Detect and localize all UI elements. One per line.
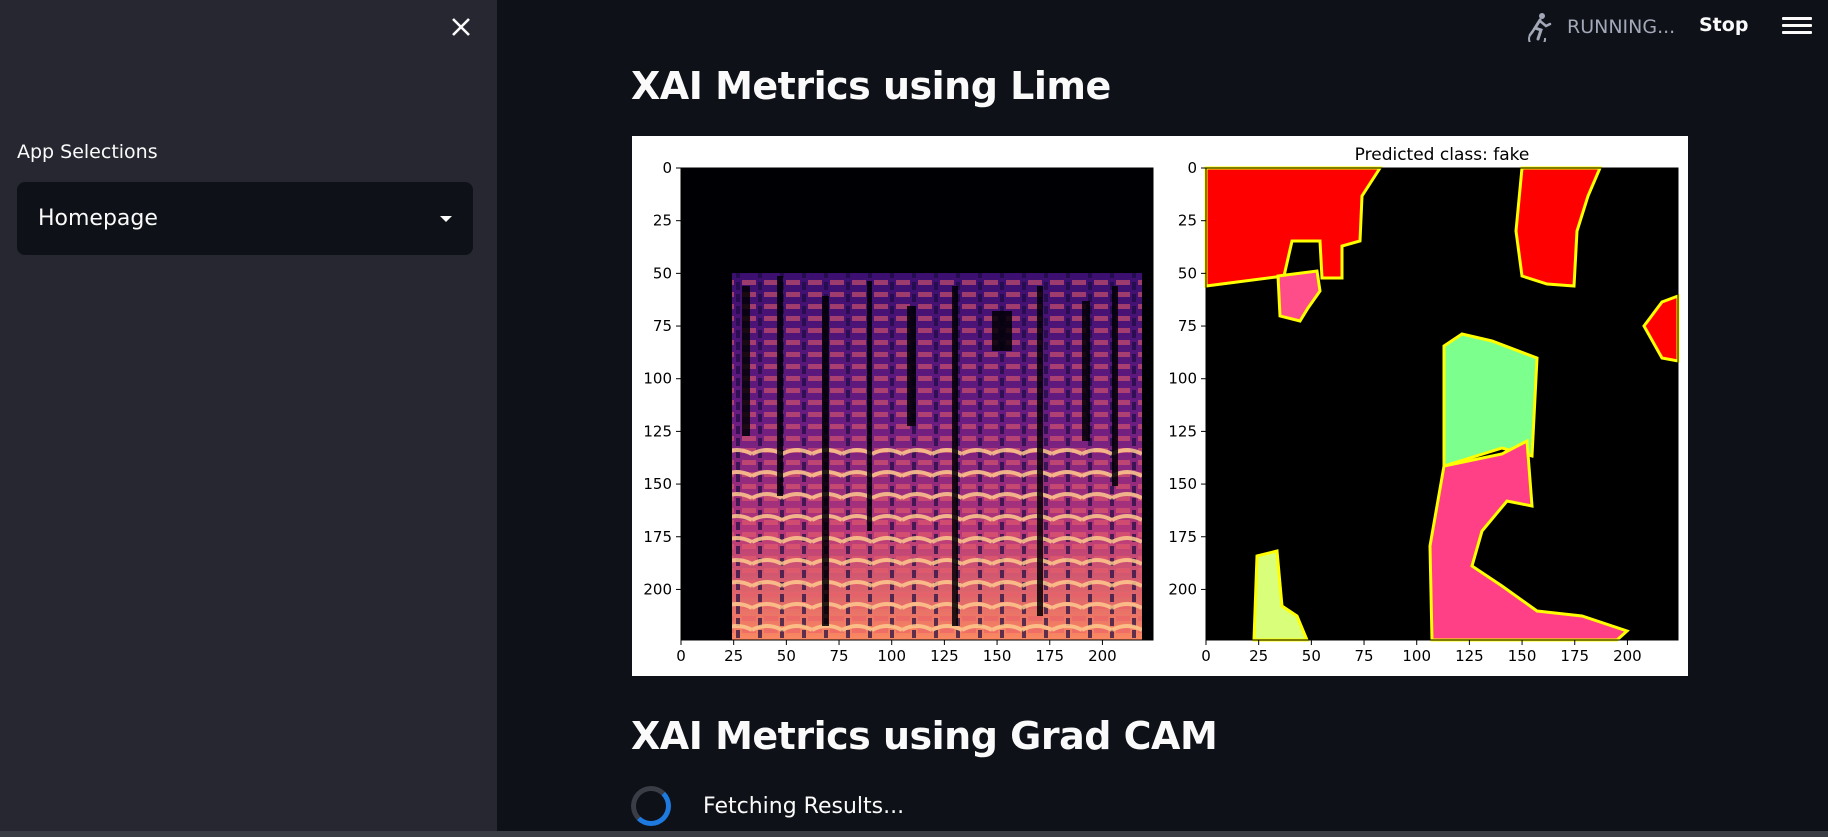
y-tick-label: 50: [1178, 264, 1197, 282]
x-tick-label: 125: [1455, 647, 1484, 665]
loading-text: Fetching Results...: [703, 793, 905, 819]
x-tick-label: 75: [829, 647, 848, 665]
lime-figure: Predicted class: fake 0 25 50 75 100 125 150 17…: [632, 136, 1688, 676]
stop-button[interactable]: Stop: [1699, 14, 1749, 36]
app-select-dropdown[interactable]: Homepage: [17, 182, 473, 255]
page-title: XAI Metrics using Lime: [631, 64, 1111, 108]
x-tick-label: 0: [1201, 647, 1211, 665]
x-tick-label: 25: [724, 647, 743, 665]
lime-chart: Predicted class: fake 0 25 50 75 100 125 150 17…: [643, 145, 1680, 665]
y-tick-label: 200: [1168, 580, 1197, 598]
status-text: RUNNING...: [1567, 16, 1676, 38]
sidebar-section-label: App Selections: [17, 141, 158, 163]
y-tick-label: 100: [643, 370, 672, 388]
sidebar: App Selections Homepage: [0, 0, 497, 837]
y-tick-label: 75: [653, 317, 672, 335]
y-tick-label: 200: [643, 580, 672, 598]
x-tick-label: 25: [1249, 647, 1268, 665]
bottom-scrollbar: [0, 831, 1828, 837]
close-icon[interactable]: [446, 12, 476, 42]
x-tick-label: 100: [1402, 647, 1431, 665]
y-tick-label: 175: [643, 528, 672, 546]
x-tick-label: 150: [983, 647, 1012, 665]
x-tick-label: 50: [1302, 647, 1321, 665]
x-tick-label: 100: [877, 647, 906, 665]
left-axis-ticks: 0 25 50 75 100 125 150 175 200 0 25 50 75 100 125 150 17…: [643, 159, 1116, 665]
y-tick-label: 25: [1178, 212, 1197, 230]
y-tick-label: 75: [1178, 317, 1197, 335]
x-tick-label: 50: [777, 647, 796, 665]
y-tick-label: 150: [1168, 475, 1197, 493]
spectrogram-image: [681, 168, 1153, 640]
y-tick-label: 175: [1168, 528, 1197, 546]
y-tick-label: 125: [643, 422, 672, 440]
section-heading-gradcam: XAI Metrics using Grad CAM: [631, 714, 1218, 758]
spinner-icon: [631, 786, 671, 826]
hamburger-menu-icon[interactable]: [1782, 14, 1812, 40]
x-tick-label: 125: [930, 647, 959, 665]
y-tick-label: 150: [643, 475, 672, 493]
right-axis-ticks: 0 25 50 75 100 125 150 175 200 0 25 50 75 100 125 150 17…: [1168, 159, 1641, 665]
select-value: Homepage: [38, 206, 158, 231]
x-tick-label: 200: [1088, 647, 1117, 665]
x-tick-label: 0: [676, 647, 686, 665]
x-tick-label: 75: [1354, 647, 1373, 665]
y-tick-label: 0: [662, 159, 672, 177]
y-tick-label: 50: [653, 264, 672, 282]
x-tick-label: 175: [1560, 647, 1589, 665]
lime-explanation-image: [1204, 166, 1680, 642]
left-axes-frame: [680, 167, 1154, 641]
y-tick-label: 100: [1168, 370, 1197, 388]
x-tick-label: 200: [1613, 647, 1642, 665]
running-person-icon: [1528, 13, 1552, 42]
x-tick-label: 150: [1508, 647, 1537, 665]
y-tick-label: 0: [1187, 159, 1197, 177]
y-tick-label: 25: [653, 212, 672, 230]
y-tick-label: 125: [1168, 422, 1197, 440]
loading-indicator: Fetching Results...: [631, 786, 904, 826]
running-status: RUNNING...: [1525, 12, 1675, 42]
right-axes-frame: [1205, 167, 1679, 641]
x-tick-label: 175: [1035, 647, 1064, 665]
chevron-down-icon: [440, 215, 452, 222]
chart-title: Predicted class: fake: [1355, 145, 1530, 165]
